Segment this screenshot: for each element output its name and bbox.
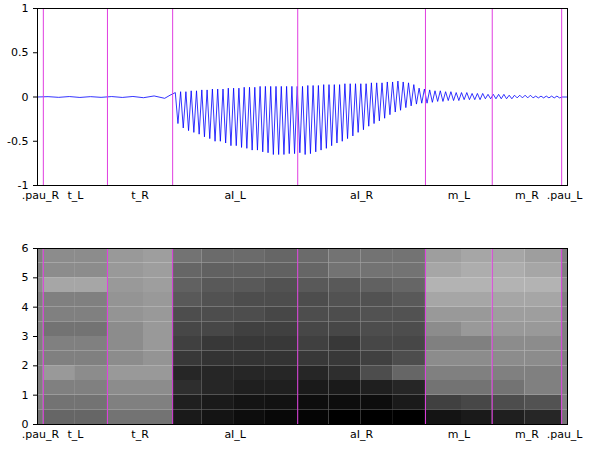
svg-text:m_L: m_L bbox=[448, 189, 471, 202]
svg-text:4: 4 bbox=[22, 301, 29, 314]
svg-text:aI_L: aI_L bbox=[224, 428, 246, 441]
svg-text:m_L: m_L bbox=[448, 428, 471, 441]
svg-text:1: 1 bbox=[22, 2, 29, 15]
svg-text:.pau_L: .pau_L bbox=[547, 189, 584, 202]
svg-text:.pau_L: .pau_L bbox=[547, 428, 584, 441]
svg-text:3: 3 bbox=[22, 330, 29, 343]
svg-text:m_R: m_R bbox=[515, 189, 539, 202]
svg-text:-1: -1 bbox=[17, 179, 29, 192]
svg-text:1: 1 bbox=[22, 389, 29, 402]
svg-text:t_L: t_L bbox=[67, 189, 84, 202]
svg-text:.pau_R: .pau_R bbox=[22, 189, 60, 202]
svg-text:aI_R: aI_R bbox=[350, 428, 373, 441]
svg-text:0: 0 bbox=[21, 418, 29, 431]
svg-text:aI_L: aI_L bbox=[224, 189, 246, 202]
svg-text:6: 6 bbox=[22, 242, 29, 255]
svg-text:m_R: m_R bbox=[515, 428, 539, 441]
svg-text:0: 0 bbox=[22, 91, 29, 104]
svg-text:.pau_R: .pau_R bbox=[22, 428, 60, 441]
svg-text:t_R: t_R bbox=[131, 189, 149, 202]
svg-text:-0.5: -0.5 bbox=[7, 135, 28, 148]
svg-text:t_R: t_R bbox=[131, 428, 149, 441]
svg-text:5: 5 bbox=[22, 271, 29, 284]
svg-text:aI_R: aI_R bbox=[350, 189, 373, 202]
svg-text:2: 2 bbox=[22, 359, 29, 372]
svg-text:0.5: 0.5 bbox=[11, 46, 29, 59]
svg-text:t_L: t_L bbox=[67, 428, 84, 441]
